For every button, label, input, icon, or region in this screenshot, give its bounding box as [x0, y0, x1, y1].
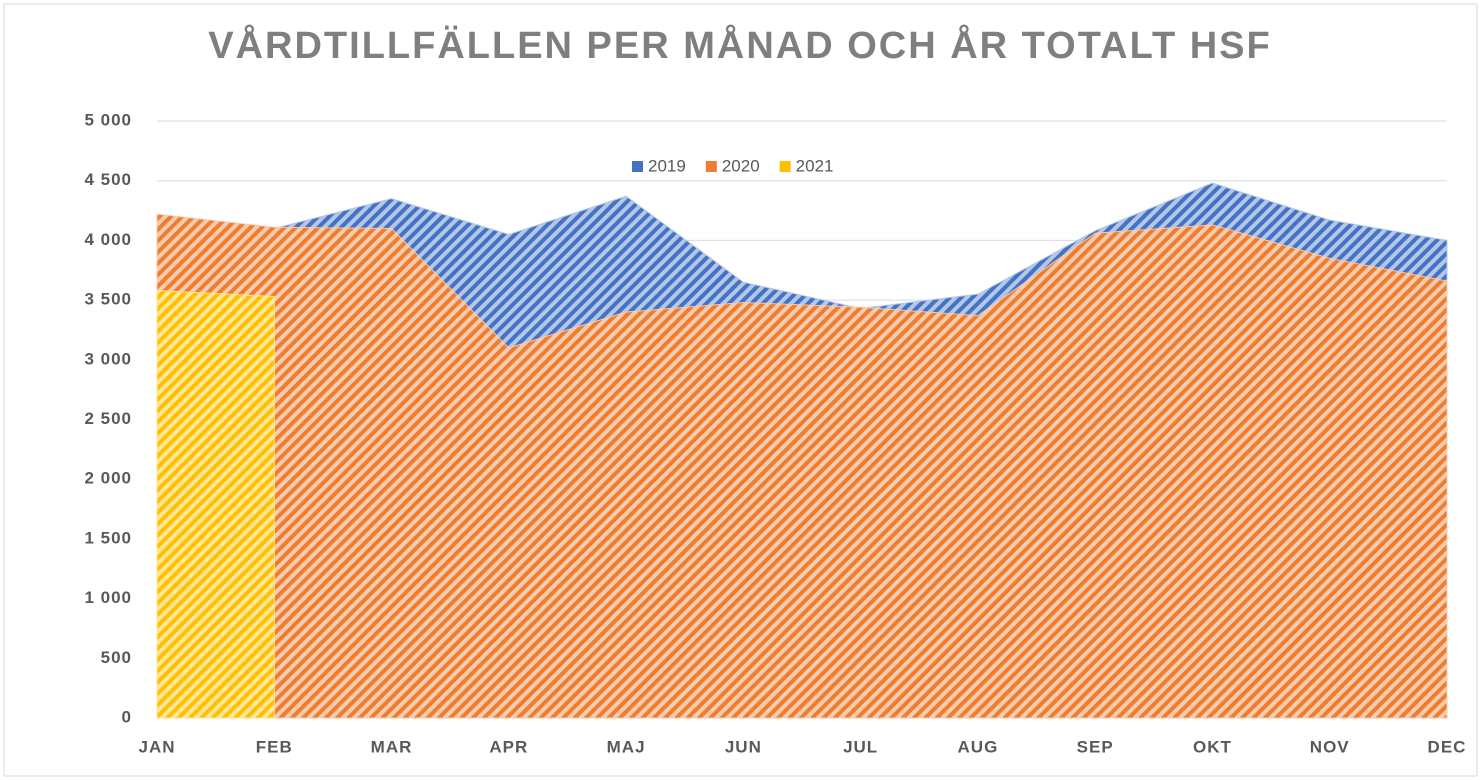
legend-label: 2019: [648, 156, 686, 175]
y-tick-label: 4 500: [84, 170, 132, 189]
x-tick-label: OKT: [1193, 737, 1232, 756]
legend-label: 2020: [722, 156, 760, 175]
legend-swatch: [705, 161, 717, 172]
x-tick-label: JAN: [138, 737, 175, 756]
y-tick-label: 1 500: [84, 528, 132, 547]
y-tick-label: 4 000: [84, 230, 132, 249]
y-tick-label: 2 500: [84, 409, 132, 428]
x-tick-label: APR: [489, 737, 528, 756]
x-tick-label: MAR: [371, 737, 413, 756]
y-tick-label: 1 000: [84, 588, 132, 607]
y-tick-label: 500: [101, 648, 132, 667]
y-tick-label: 3 500: [84, 290, 132, 309]
x-tick-label: AUG: [958, 737, 999, 756]
x-tick-label: FEB: [256, 737, 293, 756]
legend-swatch: [779, 161, 791, 172]
y-tick-label: 5 000: [84, 110, 132, 129]
chart-title: VÅRDTILLFÄLLEN PER MÅNAD OCH ÅR TOTALT H…: [208, 25, 1272, 67]
y-tick-label: 0: [122, 707, 132, 726]
chart-frame: [3, 3, 1478, 777]
x-tick-label: JUL: [843, 737, 878, 756]
y-tick-label: 3 000: [84, 349, 132, 368]
x-tick-label: DEC: [1428, 737, 1467, 756]
x-tick-label: NOV: [1310, 737, 1350, 756]
x-tick-label: JUN: [725, 737, 762, 756]
legend-swatch: [632, 161, 643, 172]
y-tick-label: 2 000: [84, 469, 132, 488]
x-tick-label: SEP: [1077, 737, 1114, 756]
legend-label: 2021: [796, 156, 834, 175]
x-tick-label: MAJ: [607, 737, 646, 756]
area: [156, 213, 1448, 719]
area: [156, 290, 275, 719]
